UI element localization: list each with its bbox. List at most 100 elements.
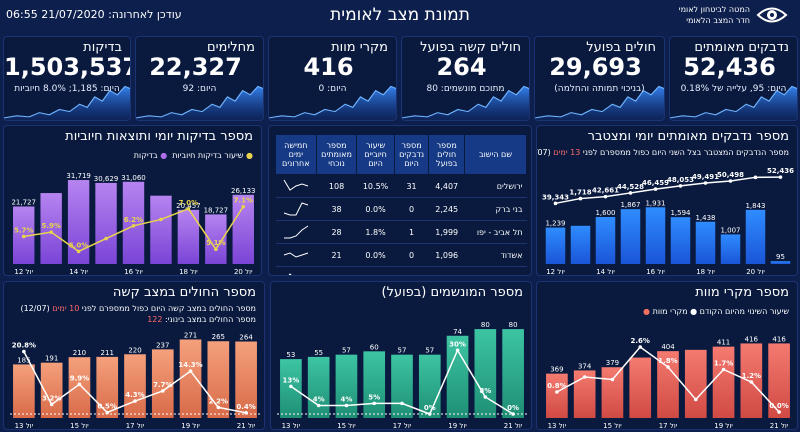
kpi-value: 29,693 [549,53,642,81]
updated-timestamp: עודכן לאחרונה: 21/07/2020 06:55 [6,8,182,21]
page-title: תמונת מצב לאומית [330,5,470,25]
panel-title: מספר המונשמים (בפועל) [381,285,523,300]
table-row[interactable]: ירושלים 4,407 31 10.5% 108 [275,174,527,198]
bar [595,217,616,264]
table-header-cell: מספר נדבקים היום [393,134,430,175]
bar-label: 30,629 [94,175,119,183]
x-tick-label: יול 19 [448,422,467,430]
kpi-title: מחלימים [207,40,255,55]
x-tick-label: יול 17 [126,422,145,430]
line-label: 5% [368,393,380,401]
org-line2: חדר המצב הלאומי [686,16,750,25]
cell-rate: 0.0% [356,197,395,221]
sparkline [269,85,396,120]
deaths-chart: 369 374 379 404 411 416 416 0.8% 2.6% 1.8% 1.7% 1.2… [546,335,790,430]
line-point [289,384,293,389]
x-tick-label: יול 19 [181,422,200,430]
line-point [666,365,670,369]
eye-logo-icon [756,4,788,30]
bar-label: 220 [128,346,141,354]
bar [280,359,302,418]
line-label: 39,343 [542,193,569,201]
line-point [133,399,137,403]
line-point [76,249,81,254]
x-tick-label: יול 16 [124,268,143,276]
sparkline [136,85,263,120]
kpi-value: 1,503,537 [4,53,131,81]
bar-label: 404 [661,343,675,351]
x-tick-label: יול 13 [548,422,567,430]
table-row[interactable]: תל אביב - יפו 1,999 1 1.8% 28 [275,220,527,244]
bar [684,349,707,418]
line-point [49,230,53,234]
kpi-card: מחלימים 22,327 היום: 92 [135,36,264,121]
cell-rate: 1.8% [356,220,395,244]
cell-new: 31 [394,174,429,198]
line-label: 9.9% [70,374,89,382]
bar [150,195,172,264]
line-label: 7.0% [179,199,198,207]
line-point [753,175,758,180]
kpi-subtitle: מתוכם מונשמים: 80 [426,84,505,94]
bar [207,341,230,418]
kpi-title: חולים בפועל [586,40,656,55]
line-point [22,349,26,354]
kpi-subtitle: היום: 0 [318,84,347,94]
bar-label: 31,060 [121,174,146,182]
legend-tests: בדיקות [133,151,158,160]
cell-rate: 0.0% [356,243,395,267]
kpi-card: חולים קשה בפועל 264 מתוכם מונשמים: 80 [401,36,530,121]
line-point [372,401,377,406]
kpi-title: מקרי מוות [331,40,388,55]
table-header-cell: שיעור חיוביים היום [356,134,395,175]
bar [620,209,641,264]
trend-sparkline [275,243,317,267]
bar-label: 53 [286,351,295,359]
line-label: 3.2% [42,394,61,402]
line-label: 42,661 [592,187,619,195]
line-point [693,397,698,402]
legend-rate: שיעור השינוי מהיום הקודם [699,307,789,316]
line-point [49,402,54,407]
cell-city: אשדוד [464,243,527,267]
bar-label: 210 [73,349,86,357]
cell-new: 1 [394,220,429,244]
bar [601,367,624,418]
bar [96,356,119,418]
cell-city: ירושלים [464,174,527,198]
trend-sparkline [275,197,317,221]
table-header-cell: מספר חולים בפועל [428,134,465,175]
cell-confirmed: 38 [316,197,357,221]
bar-label: 80 [509,321,518,329]
line-point [483,395,488,399]
line-label: 0% [507,404,519,412]
bar-label: 57 [425,347,434,355]
kpi-card: בדיקות 1,503,537 היום: 1,185; 8.0% חיוביות [3,36,131,121]
cell-rate: 10.0% [356,266,395,275]
bar [768,343,790,418]
line-label: 4.3% [125,391,144,399]
table-row[interactable]: בני ברק 2,245 0 0.0% 38 [275,197,527,221]
bar-label: 369 [550,366,563,374]
table-header-row: שם הישוב מספר חולים בפועל מספר נדבקים היום… [275,134,527,175]
x-tick-label: יול 14 [69,268,88,276]
bar [67,180,90,264]
table-row[interactable]: ביתר עילית1,035110.0%6 [275,266,527,275]
bar [474,329,497,418]
line-point [455,348,460,353]
bar-label: 374 [578,362,592,370]
table-row[interactable]: אשדוד 1,096 0 0.0% 21 [275,243,527,267]
cell-active: 1,096 [428,243,465,267]
line-label: 5.1% [206,239,225,247]
bar [40,193,62,264]
kpi-card: מקרי מוות 416 היום: 0 [268,36,397,121]
panel-subtitle: מספר הנדבקים המצטבר בצל השני היום כפול מ… [537,148,789,157]
cell-new: 0 [394,243,429,267]
deaths-panel: מספר מקרי מוות שיעור השינוי מהיום הקודם … [536,281,798,430]
line-label: 2.2% [209,397,228,405]
bar [546,373,568,418]
tests-panel: מספר בדיקות יומי ותוצאות חיוביות ● שיעור… [3,125,262,276]
line-point [777,410,781,414]
panel-title: מספר בדיקות יומי ותוצאות חיוביות [65,129,253,144]
bar [205,214,227,264]
